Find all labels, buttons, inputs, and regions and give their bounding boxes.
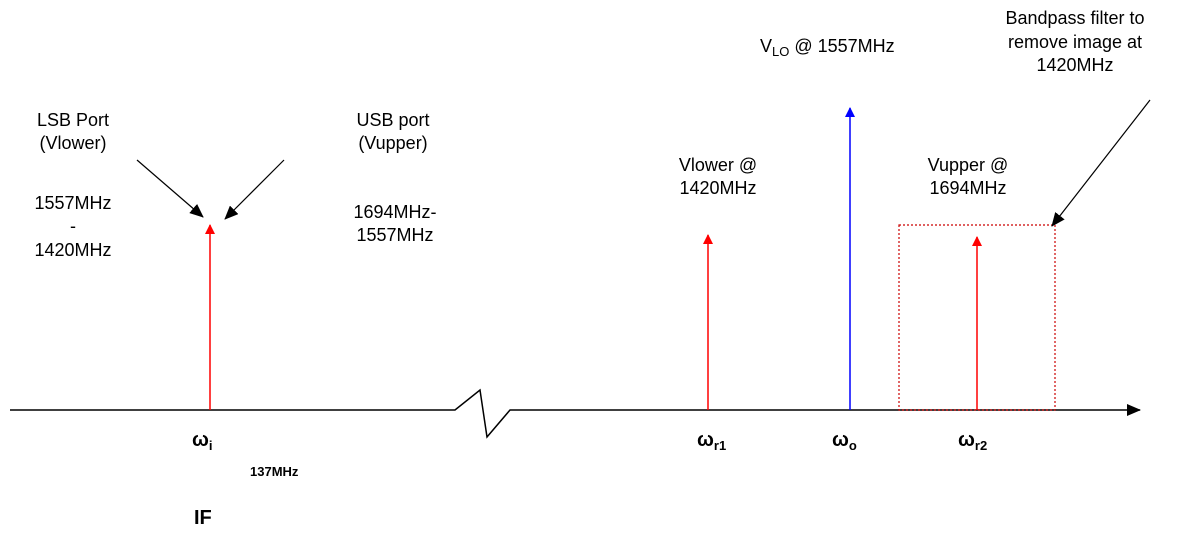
label: r2: [975, 438, 987, 453]
label: 1420MHz: [34, 240, 111, 260]
label: USB port: [356, 110, 429, 130]
omega-label: ωi: [192, 429, 213, 453]
label: 1557MHz: [34, 193, 111, 213]
label: Vlower @: [679, 155, 757, 175]
label: (Vlower): [39, 133, 106, 153]
label: r1: [714, 438, 726, 453]
label: IF: [194, 507, 212, 529]
label: Bandpass filter to: [1005, 8, 1144, 28]
label: ω: [832, 429, 849, 451]
label: 137MHz: [250, 464, 299, 479]
label: 1420MHz: [679, 178, 756, 198]
label: o: [849, 438, 857, 453]
label: ω: [958, 429, 975, 451]
omega-label: ωr2: [958, 429, 987, 453]
pointer-arrow: [224, 159, 285, 220]
label: remove image at: [1008, 32, 1142, 52]
pointer-arrow: [136, 159, 204, 218]
label: LO: [772, 44, 789, 59]
axis: [10, 388, 1141, 439]
label: ω: [192, 429, 209, 451]
label: ω: [697, 429, 714, 451]
label: 1694MHz: [929, 178, 1006, 198]
omega-label: ωo: [832, 429, 857, 453]
label: 1694MHz-: [353, 202, 436, 222]
label: 1420MHz: [1036, 55, 1113, 75]
label: Vupper @: [928, 155, 1009, 175]
label: 1557MHz: [356, 225, 433, 245]
label: @ 1557MHz: [789, 36, 894, 56]
label: V: [760, 36, 772, 56]
pointer-arrow: [1051, 99, 1151, 227]
vlo-label: VLO @ 1557MHz: [760, 36, 895, 59]
label: -: [70, 216, 76, 236]
label: LSB Port: [37, 110, 109, 130]
label: i: [209, 438, 213, 453]
labels: LSB Port (Vlower) 1557MHz - 1420MHz USB …: [34, 8, 1144, 260]
omega-label: ωr1: [697, 429, 726, 453]
label: (Vupper): [358, 133, 427, 153]
filter-box: [898, 224, 1056, 411]
